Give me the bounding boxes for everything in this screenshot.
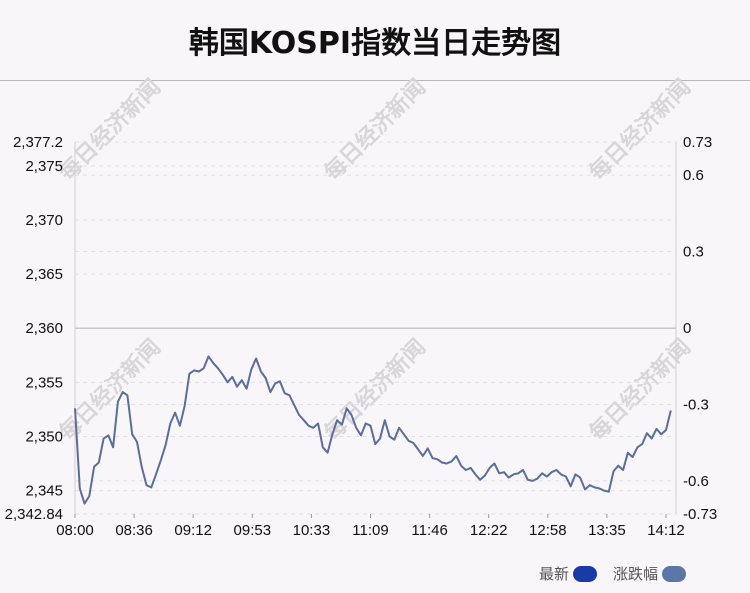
x-tick-label: 10:33 (293, 522, 331, 539)
watermark-text: 每日经济新闻 (54, 74, 166, 186)
watermark-text: 每日经济新闻 (319, 74, 431, 186)
y-right-tick-label: 0.6 (683, 167, 704, 184)
x-tick-label: 08:36 (115, 522, 153, 539)
x-tick-label: 09:53 (234, 522, 272, 539)
y-left-tick-label: 2,375 (25, 158, 63, 175)
y-left-tick-label: 2,365 (25, 266, 63, 283)
watermark-text: 每日经济新闻 (584, 334, 696, 446)
title-divider (0, 80, 750, 81)
y-right-tick-label: -0.3 (683, 396, 709, 413)
x-tick-label: 08:00 (56, 522, 94, 539)
chart-title: 韩国KOSPI指数当日走势图 (188, 26, 562, 61)
x-tick-label: 09:12 (174, 522, 212, 539)
right-axis-ticks: 0.73 0.6 0.3 0 -0.3 -0.6 -0.73 (683, 134, 717, 523)
legend-swatch-latest (572, 565, 597, 582)
y-right-tick-label: -0.73 (683, 506, 717, 523)
x-tick-label: 14:12 (647, 522, 685, 539)
legend-label-latest: 最新 (538, 565, 569, 583)
x-axis-ticks: 08:00 08:36 09:12 09:53 10:33 11:09 11:46 12:22… (56, 514, 685, 539)
y-right-tick-label: 0.73 (683, 134, 712, 151)
y-left-tick-label: 2,370 (25, 212, 63, 229)
y-left-tick-label: 2,355 (25, 374, 63, 391)
y-left-tick-label: 2,345 (25, 483, 63, 500)
legend-item-change[interactable]: 涨跌幅 (613, 563, 686, 584)
axes (74, 142, 677, 514)
watermark-text: 每日经济新闻 (54, 334, 166, 446)
y-left-tick-label: 2,377.2 (13, 134, 63, 151)
watermark-text: 每日经济新闻 (319, 334, 431, 446)
legend-label-change: 涨跌幅 (612, 565, 658, 583)
legend: 最新 涨跌幅 (523, 563, 686, 584)
series-layer (74, 355, 672, 505)
y-right-tick-label: -0.6 (683, 473, 709, 490)
left-axis-ticks: 2,377.2 2,375 2,370 2,365 2,360 2,355 2,350 2,3… (5, 134, 63, 523)
legend-swatch-change (662, 565, 686, 582)
x-tick-label: 11:46 (411, 522, 447, 539)
x-tick-label: 13:35 (588, 522, 626, 539)
y-right-tick-label: 0 (683, 320, 691, 337)
y-left-tick-label: 2,350 (25, 428, 63, 445)
x-tick-label: 12:58 (529, 522, 567, 539)
y-left-tick-label: 2,342.84 (5, 506, 63, 523)
watermark-text: 每日经济新闻 (584, 74, 696, 186)
legend-item-latest[interactable]: 最新 (539, 563, 597, 584)
x-tick-label: 12:22 (470, 522, 508, 539)
series-line-latest (74, 355, 672, 505)
x-tick-label: 11:09 (352, 522, 388, 539)
y-left-tick-label: 2,360 (25, 320, 63, 337)
y-right-tick-label: 0.3 (683, 244, 704, 261)
